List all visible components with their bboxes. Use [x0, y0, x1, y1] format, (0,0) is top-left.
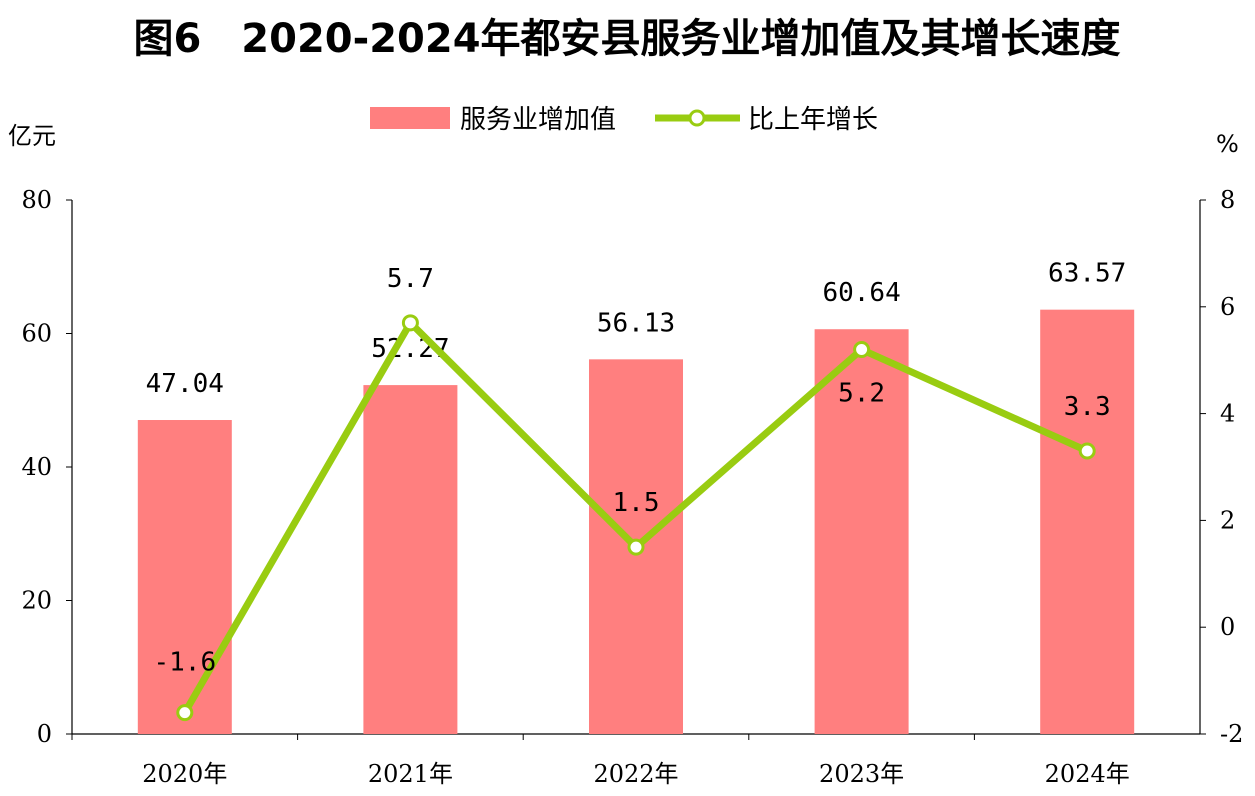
bar [137, 420, 232, 734]
right-tick-label: 6 [1220, 293, 1235, 321]
legend: 服务业增加值 比上年增长 [370, 105, 878, 135]
x-tick-label: 2020年 [142, 760, 227, 788]
line-point [853, 341, 871, 359]
line-data-label: 1.5 [613, 488, 660, 518]
left-tick-label: 20 [21, 587, 52, 615]
bar [363, 385, 458, 734]
bar [1040, 309, 1135, 734]
legend-line-label: 比上年增长 [748, 105, 878, 135]
left-tick-label: 40 [21, 453, 52, 481]
x-tick-label: 2021年 [368, 760, 453, 788]
legend-bar-label: 服务业增加值 [460, 105, 616, 135]
x-tick-label: 2023年 [819, 760, 904, 788]
left-tick-label: 80 [21, 186, 52, 214]
right-tick-label: 0 [1220, 613, 1235, 641]
line-data-label: 5.2 [838, 379, 885, 409]
line-data-label: -1.6 [153, 648, 216, 678]
bar-data-label: 63.57 [1048, 259, 1126, 289]
line-point [627, 538, 645, 556]
right-tick-label: 8 [1220, 186, 1235, 214]
bar-data-label: 56.13 [597, 308, 675, 338]
chart-title: 图6 2020-2024年都安县服务业增加值及其增长速度 [133, 16, 1120, 62]
right-tick-label: 2 [1220, 506, 1235, 534]
legend-line-marker [688, 109, 706, 127]
bar-data-label: 60.64 [822, 278, 900, 308]
x-tick-label: 2022年 [593, 760, 678, 788]
left-axis-unit: 亿元 [8, 122, 56, 150]
left-tick-label: 60 [21, 320, 52, 348]
line-point [176, 704, 194, 722]
bar-data-label: 47.04 [146, 369, 224, 399]
line-data-label: 3.3 [1064, 392, 1111, 422]
x-tick-label: 2024年 [1045, 760, 1130, 788]
right-tick-label: 4 [1220, 400, 1235, 428]
line-point [401, 314, 419, 332]
line-point [1078, 442, 1096, 460]
bar [814, 329, 909, 734]
legend-bar-swatch [370, 107, 450, 129]
right-tick-label: -2 [1220, 720, 1243, 748]
left-tick-label: 0 [37, 720, 52, 748]
line-data-label: 5.7 [387, 264, 434, 294]
right-axis-unit: % [1216, 130, 1239, 158]
